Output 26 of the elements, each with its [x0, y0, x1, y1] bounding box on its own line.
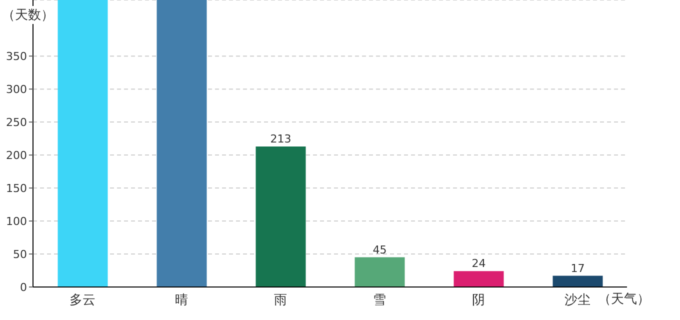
y-tick-label: 300 [6, 82, 27, 96]
bar [256, 146, 306, 287]
y-tick-label: 150 [6, 182, 27, 195]
x-tick-label: 雨 [274, 293, 287, 308]
data-label: 213 [270, 132, 292, 146]
x-tick-label: 多云 [70, 293, 96, 308]
data-label: 17 [570, 262, 585, 275]
y-tick-label: 100 [6, 214, 27, 228]
y-tick-label: 350 [6, 50, 27, 63]
bar [58, 0, 108, 287]
x-tick-label: 晴 [175, 293, 188, 308]
x-tick-label: 阴 [472, 293, 485, 308]
y-tick-label: 250 [6, 116, 27, 129]
y-tick-label: 200 [6, 148, 27, 162]
bar [156, 0, 207, 287]
data-label: 24 [472, 257, 486, 270]
bar [454, 271, 504, 287]
y-tick-label: 50 [13, 248, 27, 261]
bar [354, 257, 405, 287]
y-tick-label: 0 [20, 280, 27, 294]
y-axis-title: （天数） [2, 6, 54, 24]
x-tick-label: 沙尘 [564, 293, 590, 308]
x-axis-title: （天气） [598, 291, 650, 308]
bar [552, 276, 603, 287]
data-label: 45 [372, 243, 387, 256]
x-tick-label: 雪 [373, 293, 386, 308]
